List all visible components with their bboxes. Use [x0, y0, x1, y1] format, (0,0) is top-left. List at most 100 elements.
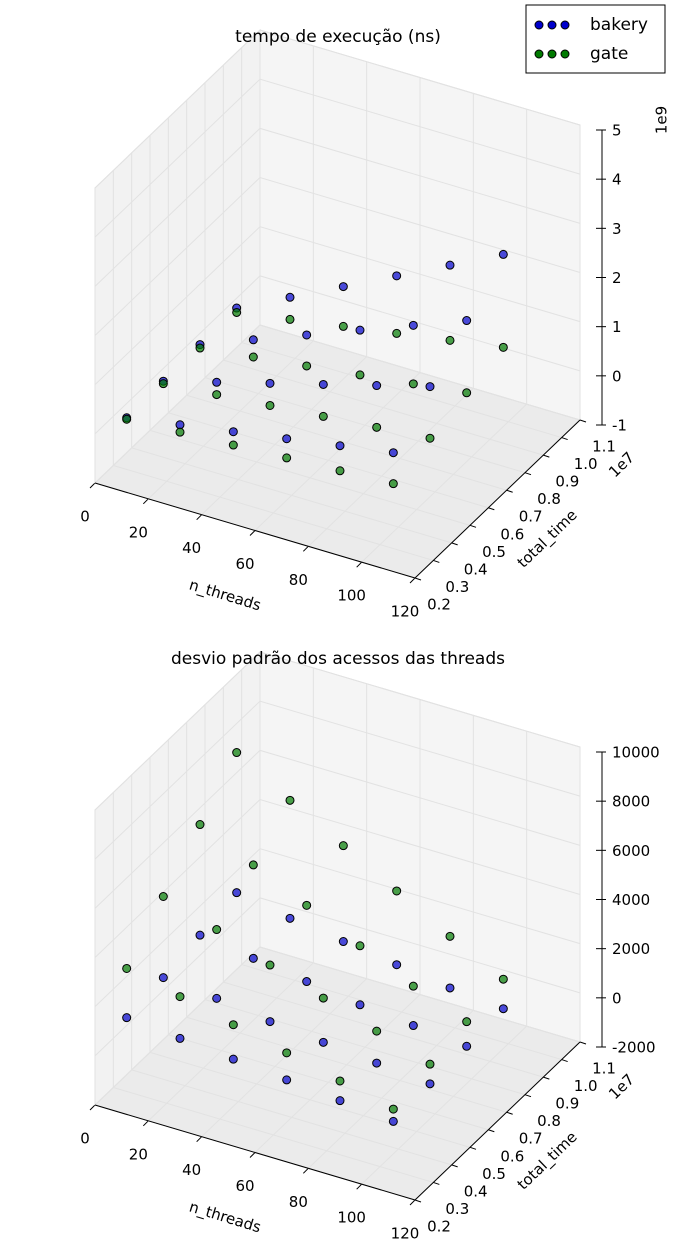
data-point	[355, 370, 365, 380]
tick-mark	[196, 514, 203, 521]
y-tick-label: 0.7	[519, 508, 543, 526]
data-point	[498, 342, 508, 352]
grid-line	[94, 897, 581, 1057]
data-point	[302, 977, 312, 987]
tick-mark	[356, 561, 363, 568]
legend-label: gate	[590, 44, 628, 64]
tick-mark	[506, 489, 513, 493]
data-point	[282, 1048, 292, 1058]
data-point	[338, 937, 348, 947]
data-point	[232, 307, 242, 317]
data-point	[338, 841, 348, 851]
y-tick-label: 0.6	[500, 1147, 524, 1165]
grid-line	[94, 651, 581, 811]
y-tick-label: 0.7	[519, 1130, 543, 1148]
grid-line	[94, 226, 581, 386]
y-axis	[414, 1041, 581, 1201]
x-tick-label: 20	[129, 1145, 148, 1163]
legend-marker	[560, 49, 570, 59]
x-tick-label: 120	[391, 1225, 420, 1241]
data-point	[388, 1104, 398, 1114]
y-tick-label: 0.8	[537, 490, 561, 508]
y-tick-label: 0.2	[427, 1218, 451, 1236]
tick-mark	[488, 507, 495, 511]
data-point	[232, 748, 242, 758]
data-point	[195, 930, 205, 940]
y-tick-label: 0.9	[555, 1095, 579, 1113]
x-tick-label: 0	[80, 1130, 90, 1148]
y-tick-label: 1.1	[592, 1060, 616, 1078]
data-point	[445, 983, 455, 993]
tick-mark	[409, 577, 416, 584]
tick-mark	[89, 482, 96, 489]
data-point	[392, 328, 402, 338]
x-tick-label: 80	[289, 571, 308, 589]
data-point	[212, 377, 222, 387]
grid-line	[94, 749, 581, 909]
tick-mark	[89, 1104, 96, 1111]
legend-marker	[547, 49, 557, 59]
data-point	[408, 320, 418, 330]
data-point	[282, 453, 292, 463]
data-point	[175, 420, 185, 430]
legend-marker	[560, 20, 570, 30]
tick-mark	[561, 1059, 568, 1063]
data-point	[318, 411, 328, 421]
grid-line	[94, 127, 581, 287]
data-point	[248, 352, 258, 362]
data-point	[408, 981, 418, 991]
y-tick-label: 0.5	[482, 543, 506, 561]
tick-mark	[543, 1076, 550, 1080]
data-point	[335, 466, 345, 476]
tick-mark	[579, 1041, 587, 1045]
data-point	[392, 886, 402, 896]
data-point	[158, 379, 168, 389]
data-point	[285, 292, 295, 302]
x-tick-label: 100	[337, 1209, 366, 1227]
data-point	[462, 388, 472, 398]
z-tick-label: 10000	[612, 744, 660, 762]
grid-line	[94, 848, 581, 1008]
x-axis-label: n_threads	[187, 1198, 263, 1238]
data-point	[445, 260, 455, 270]
data-point	[228, 1054, 238, 1064]
tick-mark	[469, 524, 477, 528]
x-tick-label: 80	[289, 1193, 308, 1211]
data-point	[372, 1026, 382, 1036]
tick-mark	[142, 498, 149, 505]
grid-line	[94, 324, 581, 484]
y-tick-label: 0.2	[427, 596, 451, 614]
z-tick-label: 0	[612, 367, 622, 385]
legend-label: bakery	[590, 15, 648, 35]
y-tick-label: 1.1	[592, 438, 616, 456]
data-point	[425, 1079, 435, 1089]
data-point	[335, 1076, 345, 1086]
data-point	[388, 448, 398, 458]
offset-label: 1e9	[653, 106, 671, 134]
tick-mark	[196, 1136, 203, 1143]
data-point	[372, 422, 382, 432]
tick-mark	[506, 1111, 513, 1115]
data-point	[228, 440, 238, 450]
data-point	[122, 963, 132, 973]
data-point	[285, 795, 295, 805]
tick-mark	[524, 472, 532, 476]
data-point	[302, 330, 312, 340]
tick-mark	[561, 437, 568, 441]
data-point	[425, 1059, 435, 1069]
tick-mark	[302, 1167, 309, 1174]
y-tick-label: 1.0	[574, 1077, 598, 1095]
data-point	[408, 1021, 418, 1031]
legend-box	[525, 4, 666, 74]
data-point	[122, 414, 132, 424]
data-point	[462, 1017, 472, 1027]
grid-line	[94, 700, 581, 860]
tick-mark	[142, 1120, 149, 1127]
z-tick-label: 8000	[612, 793, 650, 811]
chart-title: tempo de execução (ns)	[235, 27, 441, 47]
data-point	[122, 1013, 132, 1023]
grid-line	[94, 275, 581, 435]
y-tick-label: 0.3	[445, 578, 469, 596]
legend: bakery gate	[525, 4, 666, 74]
